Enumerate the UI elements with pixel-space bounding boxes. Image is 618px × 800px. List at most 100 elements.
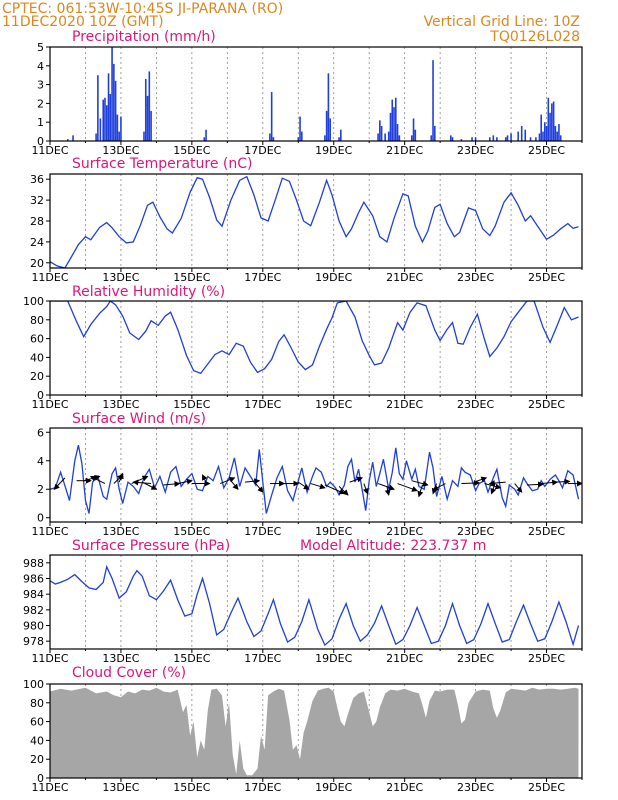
x-tick-label: 15DEC [173, 144, 210, 157]
precip-bar [116, 114, 119, 141]
wind-arrow [202, 474, 208, 483]
precip-bar [148, 71, 151, 141]
x-tick-label: 25DEC [528, 652, 565, 665]
precip-bar [107, 73, 110, 141]
precip-bar [549, 112, 551, 141]
y-tick-label: 0 [37, 135, 44, 148]
x-tick-label: 19DEC [315, 398, 352, 411]
x-tick-label: 21DEC [386, 652, 423, 665]
wind-series [50, 444, 582, 514]
precip-bar [542, 131, 544, 141]
x-tick-label: 21DEC [386, 144, 423, 157]
header-grid-note: Vertical Grid Line: 10Z [424, 14, 580, 30]
wind-arrow [132, 479, 152, 486]
precip-bar [391, 99, 394, 141]
plot-cloud-cover: 0 20 40 60 80 100 11DEC 13DEC 15DEC 17DEC 19DEC 21D… [23, 678, 583, 794]
plot-frame [49, 427, 583, 523]
wind-arrow [338, 486, 349, 496]
wind-arrow [220, 476, 236, 485]
pressure-series [50, 564, 580, 647]
temperature-line [50, 175, 579, 268]
y-tick-label: 5 [37, 41, 44, 54]
precip-bar [492, 135, 495, 141]
y-tick-label: 0 [37, 389, 44, 402]
precip-bar [543, 122, 546, 141]
y-tick-label: 100 [23, 295, 44, 308]
wind-arrow [230, 480, 239, 491]
precip-bar [272, 137, 275, 141]
header-code: TQ0126L028 [489, 29, 580, 45]
y-tick-label: 100 [23, 678, 44, 691]
x-tick-label: 21DEC [386, 271, 423, 284]
y-tick-label: 4 [37, 60, 44, 73]
y-tick-label: 3 [37, 79, 44, 92]
y-tick-label: 986 [23, 573, 44, 586]
x-tick-label: 21DEC [386, 398, 423, 411]
precip-bar [529, 137, 532, 141]
precip-bar [379, 120, 381, 141]
wind-arrow [384, 486, 391, 496]
precip-bar [558, 124, 560, 141]
plot-frame [49, 46, 583, 142]
y-tick-label: 988 [23, 557, 44, 570]
x-tick-label: 21DEC [386, 525, 423, 538]
precip-bar [109, 94, 112, 141]
precip-bar [113, 63, 115, 141]
precip-bar [488, 137, 491, 141]
wind-arrow [177, 478, 193, 485]
x-tick-label: 15DEC [173, 271, 210, 284]
y-tick-label: 28 [30, 215, 44, 228]
precip-bar [111, 47, 113, 141]
x-tick-label: 23DEC [457, 652, 494, 665]
wind-arrow [53, 477, 66, 490]
precip-bar [377, 133, 379, 141]
x-tick-label: 13DEC [102, 398, 139, 411]
precip-bar [144, 78, 147, 141]
x-tick-label: 25DEC [528, 271, 565, 284]
x-tick-label: 17DEC [244, 271, 281, 284]
precip-bar [203, 137, 206, 141]
wind-arrow [461, 480, 481, 487]
plot-frame [49, 300, 583, 396]
precip-bar [338, 137, 340, 141]
plot-pressure: 978 980 982 984 986 988 11DEC 13DEC 15DEC 17DEC 19… [23, 554, 583, 665]
precip-bar [325, 110, 328, 141]
plot-humidity: 0 20 40 60 80 100 11DEC 13DEC 15DEC 17DEC 19DEC 21D… [23, 295, 583, 411]
x-tick-label: 23DEC [457, 525, 494, 538]
y-tick-label: 1 [37, 116, 44, 129]
precip-bar [471, 137, 473, 141]
wind-arrow [432, 483, 446, 491]
x-tick-label: 23DEC [457, 398, 494, 411]
precip-bar [432, 60, 434, 141]
wind-arrow [411, 480, 429, 487]
precip-bar [97, 75, 99, 141]
y-tick-label: 980 [23, 620, 44, 633]
precip-bar [104, 97, 106, 141]
plot-temperature: 20 24 28 32 36 11DEC 13DEC 15DEC 17DEC 19DEC 21DEC… [30, 173, 583, 284]
panel-humidity: Relative Humidity (%) [72, 284, 225, 300]
x-tick-label: 17DEC [244, 144, 281, 157]
y-tick-label: 2 [37, 483, 44, 496]
y-tick-label: 4 [37, 455, 44, 468]
wind-arrow [163, 481, 181, 487]
x-tick-label: 21DEC [386, 781, 423, 794]
precip-bar [327, 73, 330, 141]
y-tick-label: 984 [23, 588, 44, 601]
x-tick-label: 17DEC [244, 525, 281, 538]
y-tick-label: 60 [30, 716, 44, 729]
precip-bar [545, 125, 548, 141]
pressure-line [50, 564, 580, 647]
y-tick-label: 40 [30, 351, 44, 364]
precip-bar [384, 133, 386, 141]
plot-wind: 0 2 4 6 11DEC 13DEC 15DEC 17DEC 19DEC 21DEC 23DEC 2… [31, 426, 583, 538]
precip-bar [449, 135, 452, 141]
cloud-title: Cloud Cover (%) [72, 665, 186, 681]
x-tick-label: 11DEC [31, 525, 68, 538]
precip-bar [396, 124, 399, 141]
x-tick-label: 25DEC [528, 144, 565, 157]
precip-bar [506, 135, 509, 141]
wind-arrow [89, 475, 106, 484]
wind-arrow [297, 481, 310, 490]
wind-arrow [514, 483, 523, 493]
x-tick-label: 15DEC [173, 652, 210, 665]
